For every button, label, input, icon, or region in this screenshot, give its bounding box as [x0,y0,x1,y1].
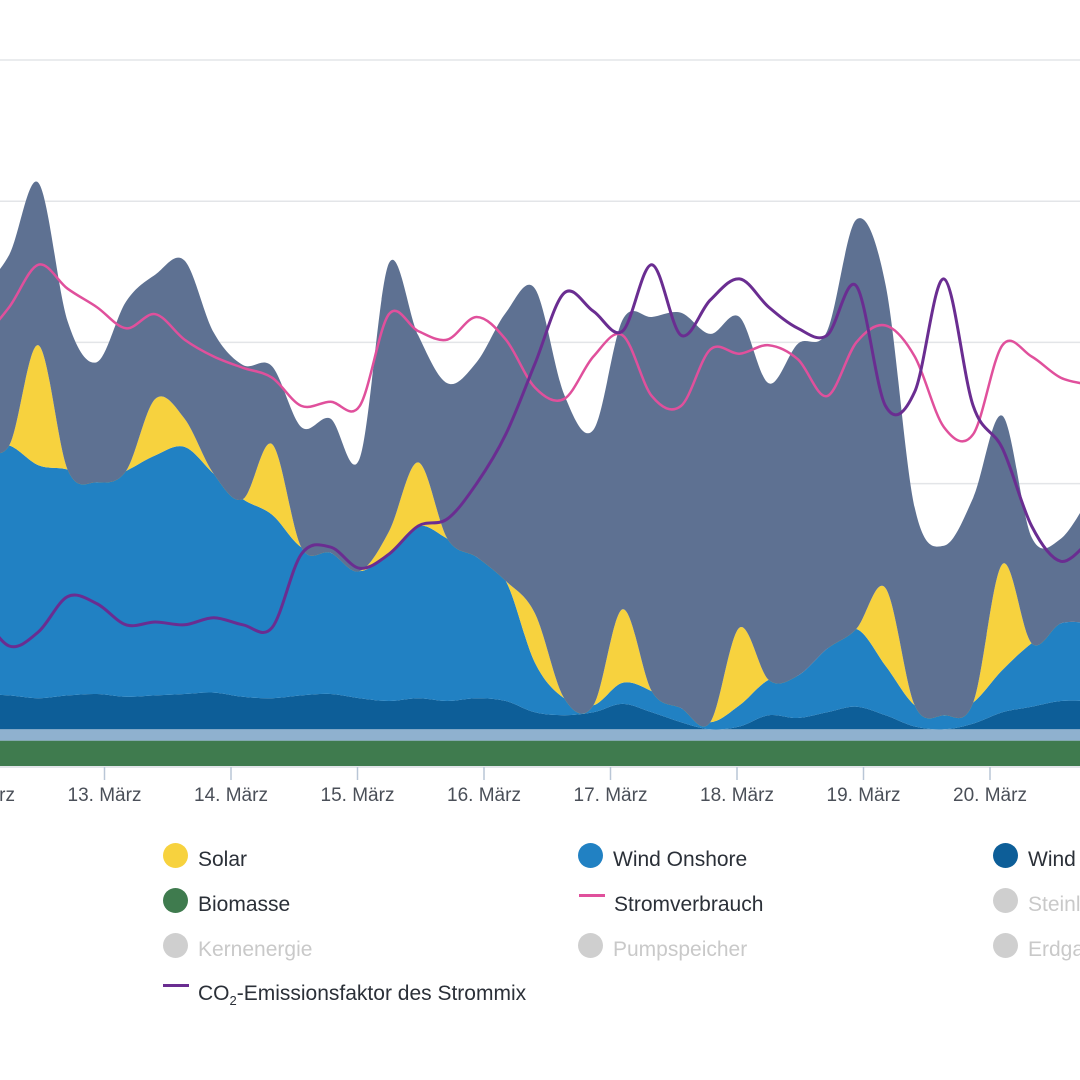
legend-item-wind-offshore[interactable]: Wind [993,840,1076,880]
wind-offshore-dot-icon [993,842,1018,868]
legend-item-stromverbrauch[interactable]: Stromverbrauch [579,885,763,925]
stromverbrauch-line-icon [579,893,605,897]
legend-label: Steinl [1028,893,1080,916]
line-verbrauch [0,263,1080,443]
biomasse-dot-icon [163,887,188,913]
legend-label: Pumpspeicher [613,938,748,961]
x-tick-label: 14. März [194,785,268,806]
legend-label: Solar [198,848,248,871]
legend-label: Wind Onshore [613,848,748,871]
x-tick-label: 19. März [827,785,901,806]
x-tick-label: 15. März [321,785,395,806]
kernenergie-dot-icon [163,932,188,958]
legend-label: Biomasse [198,893,291,916]
legend-item-erdgas[interactable]: Erdga [993,930,1080,970]
erdgas-dot-icon [993,932,1018,958]
legend-label: Wind [1028,848,1076,871]
area-wasser [0,729,1080,741]
legend-item-kernenergie[interactable]: Kernenergie [163,930,312,970]
x-tick-label: 16. März [447,785,521,806]
pumpspeicher-dot-icon [578,932,603,958]
stacked-areas [0,181,1080,766]
area-onshore [0,444,1080,730]
x-tick-label: 12. März [0,785,15,806]
legend-item-solar[interactable]: Solar [163,840,247,880]
x-tick-label: 13. März [68,785,142,806]
legend-label-co2: CO2-Emissionsfaktor des Strommix [198,981,527,1009]
x-tick-label: 18. März [700,785,774,806]
legend-item-pumpspeicher[interactable]: Pumpspeicher [578,930,747,970]
legend-item-wind-onshore[interactable]: Wind Onshore [578,840,747,880]
area-offshore [0,692,1080,730]
area-biomasse [0,740,1080,766]
legend-item-steinkohle[interactable]: Steinl [993,885,1080,925]
energy-chart: 12. März 13. März 14. März 15. März 16. März… [0,59,1080,806]
wind-onshore-dot-icon [578,842,603,868]
area-konv [0,181,1080,727]
line-series [0,263,1080,649]
steinkohle-dot-icon [993,887,1018,913]
area-solar [0,345,1080,727]
legend-label: Stromverbrauch [614,893,764,916]
legend-label: Kernenergie [198,938,313,961]
line-co2 [0,263,1080,649]
legend-item-biomasse[interactable]: Biomasse [163,885,290,925]
chart-legend: Solar Wind Onshore Wind Biomasse Stromve… [0,830,1080,1030]
legend-label: Erdga [1028,938,1080,961]
x-tick-label: 20. März [953,785,1027,806]
x-tick-label: 17. März [574,785,648,806]
x-axis: 12. März 13. März 14. März 15. März 16. März… [0,766,1080,806]
legend-item-co2[interactable]: CO2-Emissionsfaktor des Strommix [163,975,526,1015]
co2-line-icon [163,983,189,987]
solar-dot-icon [163,842,188,868]
